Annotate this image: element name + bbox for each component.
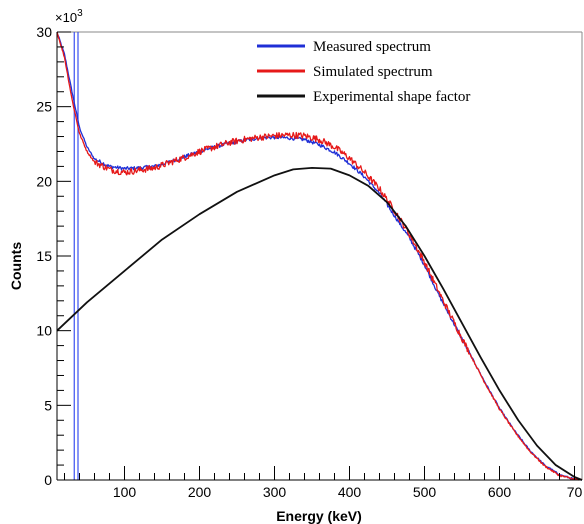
legend-label-2: Simulated spectrum — [313, 64, 433, 80]
legend-label-1: Measured spectrum — [313, 39, 431, 55]
y-tick-label: 20 — [36, 173, 52, 189]
y-tick-label: 30 — [36, 24, 52, 40]
legend-label-3: Experimental shape factor — [313, 89, 470, 105]
axes: 0 5 10 15 20 25 30 100 200 300 400 500 600 70 — [36, 24, 582, 500]
x-tick-label: 100 — [113, 484, 137, 500]
y-tick-label: 15 — [36, 248, 52, 264]
y-multiplier-base: ×10 — [55, 10, 77, 25]
legend: Measured spectrum Simulated spectrum Exper… — [257, 39, 470, 105]
y-axis-title: Counts — [8, 242, 24, 290]
y-multiplier: ×103 — [55, 8, 83, 25]
y-tick-label: 10 — [36, 323, 52, 339]
x-tick-label: 70 — [567, 484, 583, 500]
series-lines — [56, 31, 583, 481]
x-tick-label: 500 — [413, 484, 437, 500]
x-tick-label: 300 — [263, 484, 287, 500]
plot-frame — [57, 31, 583, 480]
x-tick-label: 200 — [188, 484, 212, 500]
x-tick-label: 400 — [338, 484, 362, 500]
y-tick-label: 25 — [36, 99, 52, 115]
y-multiplier-exponent: 3 — [77, 8, 83, 19]
y-tick-label: 5 — [44, 397, 52, 413]
x-tick-label: 600 — [488, 484, 512, 500]
x-axis-title: Energy (keV) — [276, 508, 362, 524]
series-line-2 — [56, 31, 583, 481]
y-tick-label: 0 — [44, 472, 52, 488]
series-line-3 — [56, 166, 583, 481]
